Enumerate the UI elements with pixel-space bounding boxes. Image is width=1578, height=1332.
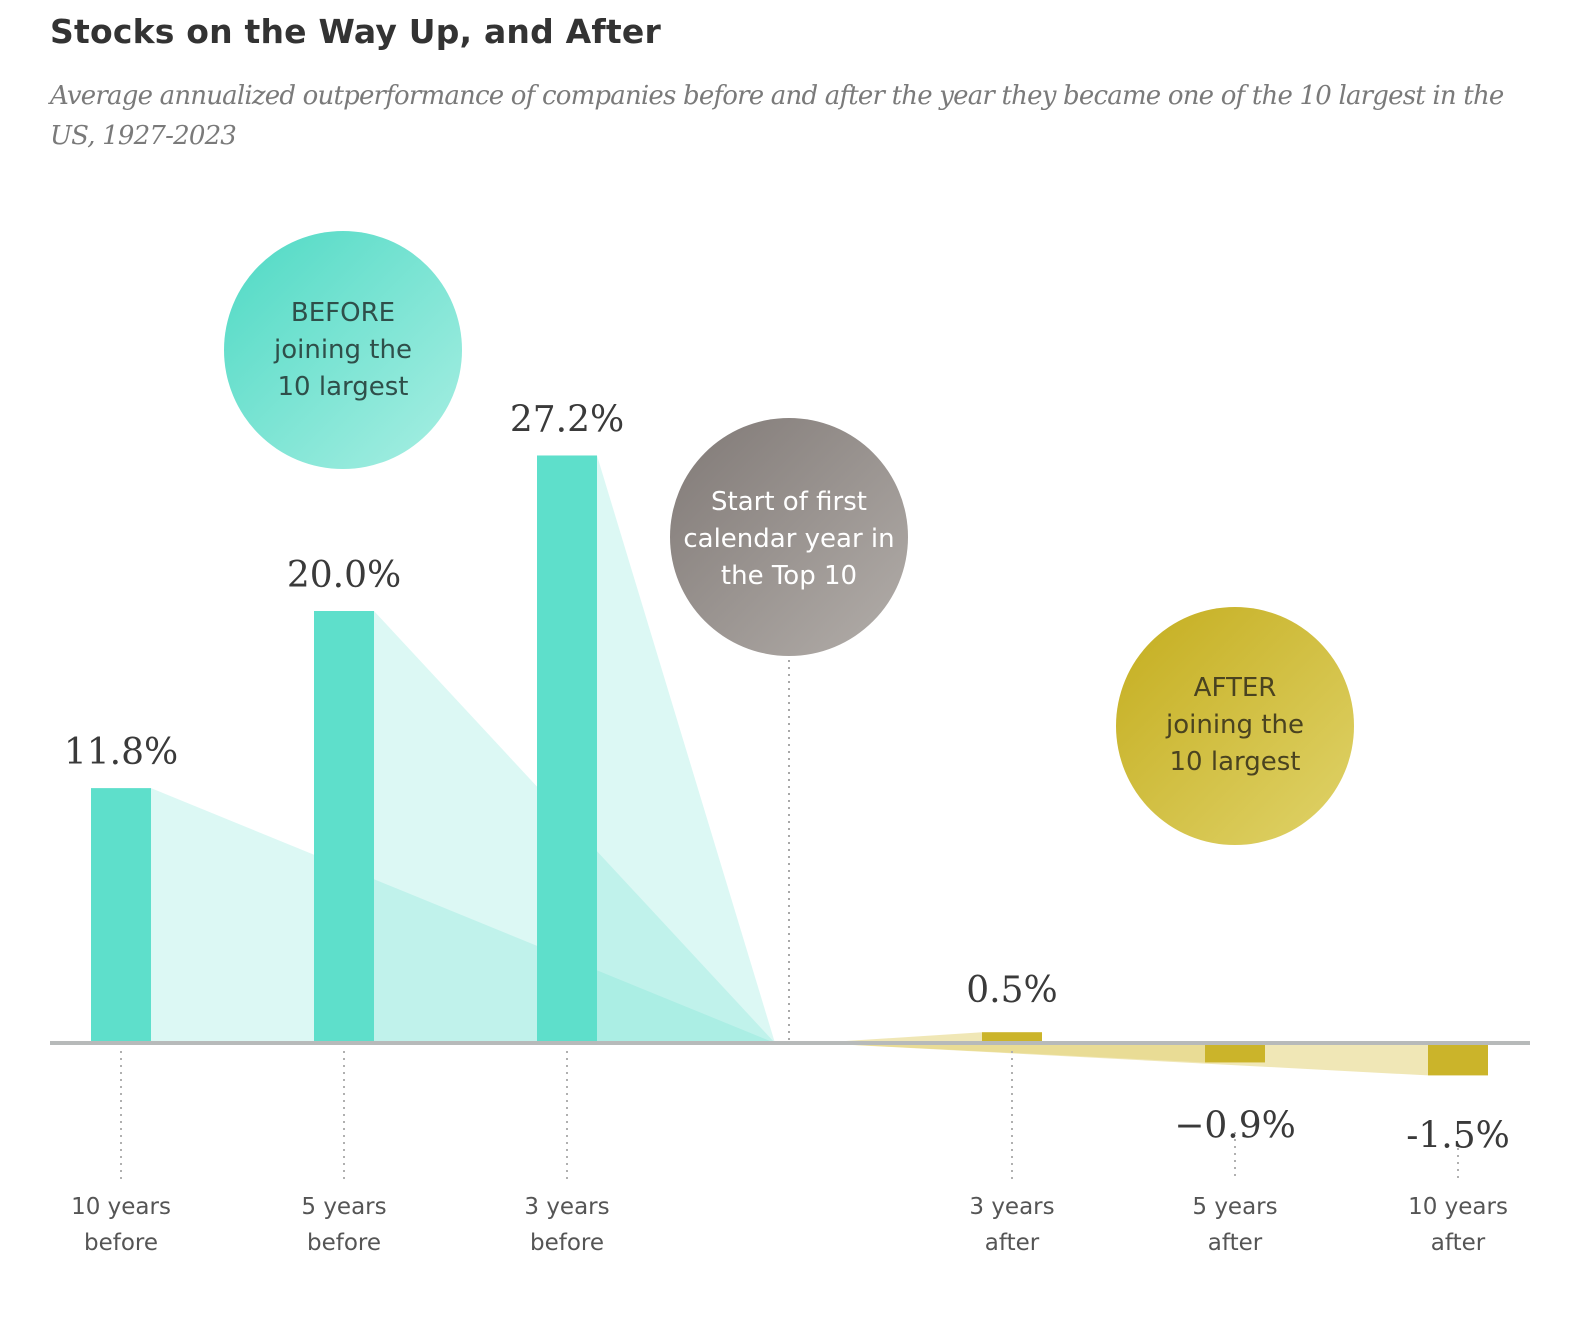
category-label-3-line-2: before: [530, 1230, 604, 1256]
chart-subtitle: Average annualized outperformance of com…: [50, 81, 1504, 151]
fan-3: [597, 455, 775, 1044]
category-label-4-line-2: after: [985, 1230, 1040, 1256]
value-labels: 11.8% 20.0% 27.2% 0.5% −0.9% -1.5%: [64, 399, 1510, 1156]
start-callout-line-3: the Top 10: [721, 561, 857, 591]
category-labels: 10 years before 5 years before 3 years before…: [71, 1194, 1508, 1256]
after-callout: AFTER joining the 10 largest: [1116, 607, 1354, 845]
category-label-3-line-1: 3 years: [524, 1194, 609, 1220]
after-callout-circle: [1116, 607, 1354, 845]
chart-title: Stocks on the Way Up, and After: [50, 12, 661, 51]
bar-6: [1428, 1043, 1488, 1076]
bar-4: [982, 1032, 1042, 1043]
value-label-2: 20.0%: [287, 555, 401, 596]
before-callout-line-3: 10 largest: [278, 372, 409, 402]
before-callout: BEFORE joining the 10 largest: [224, 231, 462, 469]
bar-5: [1205, 1043, 1265, 1063]
fan-1: [151, 788, 775, 1043]
bar-1: [91, 788, 151, 1043]
category-label-5-line-2: after: [1208, 1230, 1263, 1256]
before-callout-circle: [224, 231, 462, 469]
value-label-1: 11.8%: [64, 732, 178, 773]
value-label-3: 27.2%: [510, 399, 624, 440]
after-callout-line-2: joining the: [1165, 710, 1304, 740]
after-callout-line-3: 10 largest: [1170, 747, 1301, 777]
bar-2: [314, 611, 374, 1043]
category-label-2-line-1: 5 years: [301, 1194, 386, 1220]
category-label-1-line-1: 10 years: [71, 1194, 171, 1220]
start-callout-circle: [670, 418, 908, 656]
category-label-5-line-1: 5 years: [1192, 1194, 1277, 1220]
value-label-6: -1.5%: [1406, 1115, 1510, 1156]
category-label-2-line-2: before: [307, 1230, 381, 1256]
fan-6: [815, 1043, 1428, 1076]
start-callout: Start of first calendar year in the Top …: [670, 418, 908, 656]
value-label-5: −0.9%: [1174, 1105, 1296, 1146]
category-label-1-line-2: before: [84, 1230, 158, 1256]
bar-3: [537, 455, 597, 1044]
category-label-4-line-1: 3 years: [969, 1194, 1054, 1220]
before-callout-line-2: joining the: [273, 335, 412, 365]
category-label-6-line-1: 10 years: [1408, 1194, 1508, 1220]
fan-4: [815, 1032, 982, 1043]
before-callout-line-1: BEFORE: [291, 298, 395, 328]
value-label-4: 0.5%: [966, 970, 1057, 1011]
after-callout-line-1: AFTER: [1194, 673, 1277, 703]
bars: [91, 455, 1488, 1076]
start-callout-line-1: Start of first: [711, 487, 867, 517]
start-callout-line-2: calendar year in: [683, 524, 894, 554]
guide-lines: [120, 660, 1459, 1180]
category-label-6-line-2: after: [1431, 1230, 1486, 1256]
